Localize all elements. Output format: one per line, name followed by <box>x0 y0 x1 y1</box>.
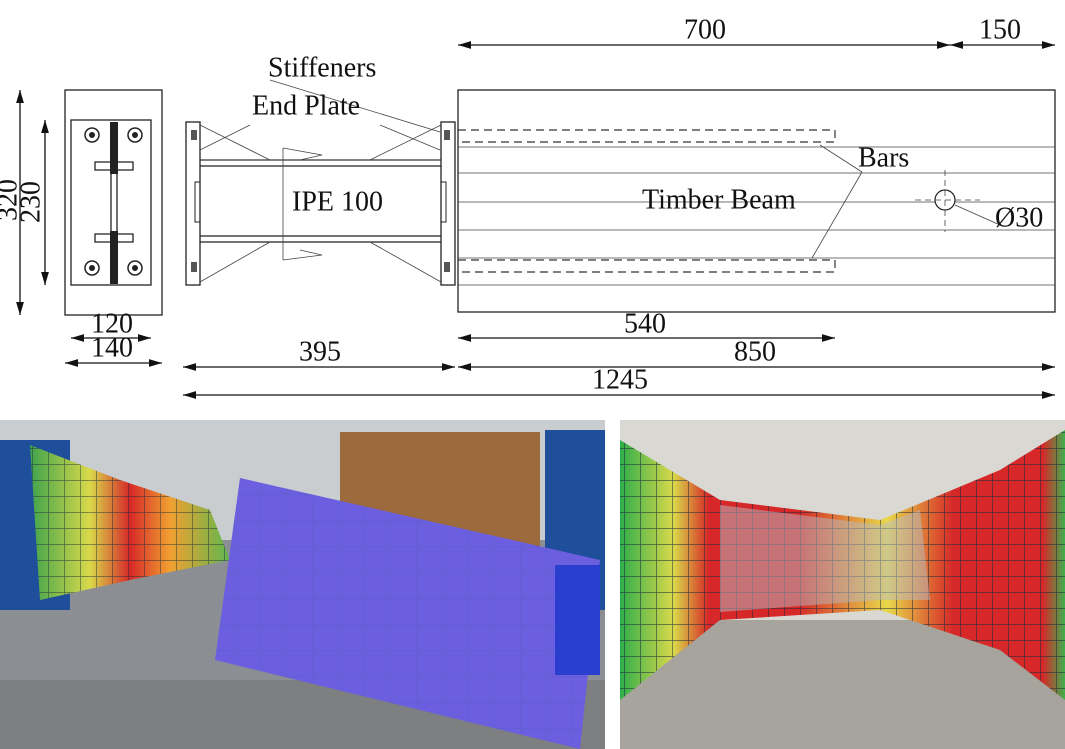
label: IPE 100 <box>292 186 383 217</box>
detail-photo <box>620 420 1065 749</box>
dimension-lines <box>20 45 1055 395</box>
label: Bars <box>858 142 909 173</box>
dimension: 150 <box>979 14 1021 45</box>
dimension: 850 <box>734 336 776 367</box>
dimension: 160 <box>1059 234 1065 276</box>
dimension: 395 <box>299 336 341 367</box>
dimension: 540 <box>624 308 666 339</box>
figure: Stiffeners End Plate IPE 100 Timber Beam… <box>0 0 1065 749</box>
dimension: 1245 <box>592 364 648 395</box>
label: Timber Beam <box>642 184 796 215</box>
label: Ø30 <box>995 202 1043 233</box>
dimension: 700 <box>684 14 726 45</box>
test-photo <box>0 420 605 749</box>
dimension: 140 <box>91 332 133 363</box>
label: End Plate <box>252 90 360 121</box>
label: Stiffeners <box>268 52 376 83</box>
section-view <box>65 90 162 315</box>
dimension: 160 <box>1059 124 1065 166</box>
dimension: 230 <box>15 181 46 223</box>
